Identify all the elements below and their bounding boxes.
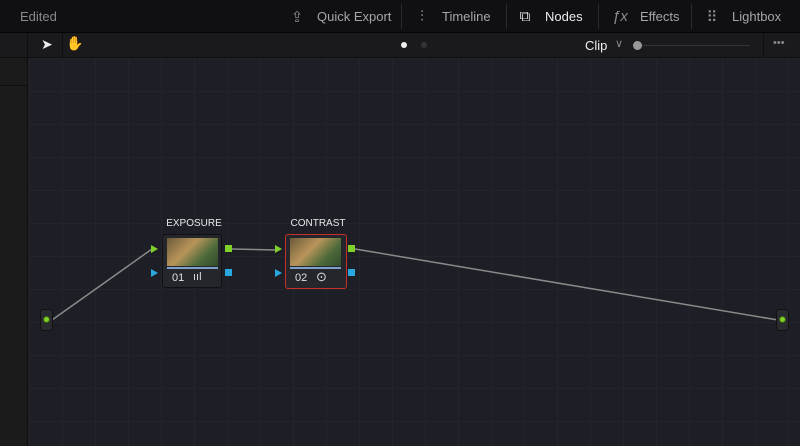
node-number: 01 bbox=[172, 272, 185, 284]
side-panel bbox=[0, 58, 28, 446]
pointer-tool-icon[interactable]: ➤ bbox=[41, 36, 53, 52]
node-contrast[interactable]: 02 ⊙ bbox=[285, 234, 347, 289]
tab-label: Nodes bbox=[545, 9, 583, 24]
mode-select[interactable]: Clip bbox=[585, 38, 608, 53]
output-connector[interactable] bbox=[776, 309, 789, 331]
hand-tool-icon[interactable]: ✋ bbox=[66, 35, 84, 51]
edited-status: Edited bbox=[20, 9, 57, 24]
rgb-output-icon[interactable] bbox=[225, 245, 232, 252]
zoom-slider-handle[interactable] bbox=[633, 41, 642, 50]
output-dot-icon bbox=[779, 316, 786, 323]
grid-icon: ⠿ bbox=[706, 8, 718, 26]
tab-label: Effects bbox=[640, 9, 680, 24]
tab-effects[interactable]: ƒx Effects bbox=[610, 0, 680, 33]
side-panel-header bbox=[0, 33, 28, 58]
rgb-output-icon[interactable] bbox=[348, 245, 355, 252]
node-thumbnail bbox=[167, 238, 218, 266]
node-toolbar: ➤ ✋ Clip ∨ ••• bbox=[0, 33, 800, 58]
page-dot-active[interactable] bbox=[401, 42, 407, 48]
header: Edited ⇪ Quick Export ⫶ Timeline ⧉ Nodes ƒx… bbox=[0, 0, 800, 33]
alpha-output-icon[interactable] bbox=[348, 269, 355, 276]
node-canvas[interactable] bbox=[29, 58, 800, 446]
node-label: CONTRAST bbox=[290, 218, 346, 229]
nodes-icon: ⧉ bbox=[519, 8, 531, 25]
tab-lightbox[interactable]: ⠿ Lightbox bbox=[702, 0, 782, 33]
page-dot[interactable] bbox=[421, 42, 427, 48]
input-dot-icon bbox=[43, 316, 50, 323]
node-thumbnail bbox=[290, 238, 341, 266]
tab-nodes[interactable]: ⧉ Nodes bbox=[515, 0, 583, 33]
rgb-input-icon[interactable] bbox=[275, 245, 282, 253]
more-options-icon[interactable]: ••• bbox=[773, 37, 785, 49]
node-number: 02 bbox=[295, 272, 308, 284]
rgb-input-icon[interactable] bbox=[151, 245, 158, 253]
circle-dot-icon: ⊙ bbox=[316, 269, 327, 284]
tab-label: Lightbox bbox=[732, 9, 782, 24]
node-label: EXPOSURE bbox=[166, 218, 222, 229]
alpha-input-icon[interactable] bbox=[151, 269, 158, 277]
fx-icon: ƒx bbox=[612, 8, 628, 25]
alpha-input-icon[interactable] bbox=[275, 269, 282, 277]
chevron-down-icon[interactable]: ∨ bbox=[615, 38, 624, 50]
bars-icon: ııl bbox=[193, 271, 202, 283]
tab-timeline[interactable]: ⫶ Timeline bbox=[412, 0, 491, 33]
tab-quick-export[interactable]: ⇪ Quick Export bbox=[287, 0, 392, 33]
export-icon: ⇪ bbox=[290, 8, 304, 26]
zoom-slider[interactable] bbox=[642, 45, 750, 46]
source-input[interactable] bbox=[40, 309, 53, 331]
node-exposure[interactable]: 01 ııl bbox=[162, 234, 222, 288]
timeline-icon: ⫶ bbox=[420, 8, 424, 25]
tab-label: Timeline bbox=[442, 9, 491, 24]
tab-label: Quick Export bbox=[317, 9, 392, 24]
alpha-output-icon[interactable] bbox=[225, 269, 232, 276]
